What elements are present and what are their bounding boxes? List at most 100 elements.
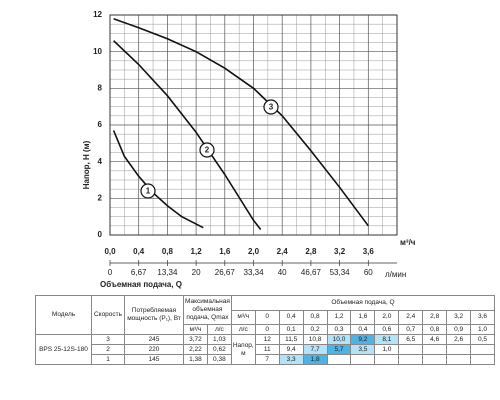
head-cell — [398, 344, 424, 355]
unit-cell: л/с — [230, 324, 256, 335]
curve-label-circle — [199, 142, 215, 158]
cell: 0,38 — [206, 354, 232, 365]
cell: 3,72 — [183, 334, 208, 345]
x-tick-label: 3,2 — [334, 247, 346, 256]
x2-unit: л/мин — [385, 270, 406, 279]
head-cell: 7 — [254, 354, 280, 365]
head-cell — [470, 344, 495, 355]
table-row: м³/ч л/с л/с 0 0,1 0,2 0,3 0,4 0,6 0,7 0,8 0,9 1,0 — [36, 324, 495, 335]
model-cell: BPS 25-12S-180 — [35, 334, 92, 365]
x-axis-label: Объемная подача, Q — [100, 280, 182, 289]
head-cell: 4,6 — [422, 334, 448, 345]
cell: 220 — [124, 344, 184, 355]
head-cell — [470, 354, 495, 365]
head-cell: 8,1 — [374, 334, 400, 345]
flow-cell: 3,6 — [470, 309, 495, 325]
curve-label: 2 — [205, 146, 210, 155]
curve-label: 3 — [269, 103, 274, 112]
head-cell: 11 — [254, 344, 280, 355]
y-tick-label: 12 — [93, 10, 102, 19]
flow-cell: 0,2 — [302, 324, 328, 335]
head-cell: 10,8 — [302, 334, 328, 345]
x-tick-label: 1,2 — [191, 247, 203, 256]
x2-tick-label: 40 — [278, 268, 287, 277]
y-tick-label: 2 — [98, 193, 103, 202]
chart: 0,0 0,4 0,8 1,2 1,6 2,0 2,4 2,8 3,2 3,60246810120… — [82, 10, 416, 289]
y-tick-label: 8 — [98, 83, 103, 92]
flow-cell: 1,2 — [326, 309, 352, 325]
header-cell: Потребляемая мощность (P₁), Вт — [124, 295, 184, 335]
cell: 245 — [124, 334, 184, 345]
head-cell: 10,0 — [326, 334, 352, 345]
x2-tick-label: 26,67 — [215, 268, 236, 277]
flow-cell: 1,0 — [470, 324, 495, 335]
x-tick-label: 0,0 — [104, 247, 116, 256]
head-cell — [422, 354, 448, 365]
head-cell: 1,8 — [302, 354, 328, 365]
header-cell: Объемная подача, Q — [230, 295, 496, 311]
curve — [112, 130, 204, 229]
head-cell: 5,7 — [326, 344, 352, 355]
x-unit: м³/ч — [400, 238, 416, 247]
flow-cell: 0 — [254, 324, 280, 335]
x2-tick-label: 60 — [364, 268, 373, 277]
y-tick-label: 10 — [93, 47, 102, 56]
head-cell: 3,3 — [278, 354, 304, 365]
unit-cell: л/с — [206, 324, 232, 335]
x2-tick-label: 13,34 — [157, 268, 178, 277]
head-cell: 2,6 — [446, 334, 472, 345]
cell: 1,03 — [206, 334, 232, 345]
head-cell — [398, 354, 424, 365]
y-tick-label: 4 — [98, 157, 103, 166]
flow-cell: 2,0 — [374, 309, 400, 325]
curve-label: 1 — [146, 187, 151, 196]
table-row: 2 220 2,22 0,62 11 9,4 7,7 5,7 3,5 1,0 — [36, 344, 495, 355]
x2-tick-label: 53,34 — [330, 268, 351, 277]
cell: 2 — [91, 344, 125, 355]
flow-cell: 2,4 — [398, 309, 424, 325]
flow-cell: 0,7 — [398, 324, 424, 335]
head-cell: 0,5 — [470, 334, 495, 345]
head-cell — [374, 354, 400, 365]
flow-cell: 1,6 — [350, 309, 376, 325]
x-tick-label: 2,8 — [305, 247, 317, 256]
head-cell: 11,5 — [278, 334, 304, 345]
x2-tick-label: 6,67 — [131, 268, 147, 277]
x-tick-label: 2,0 — [248, 247, 260, 256]
header-cell: Модель — [35, 295, 92, 335]
x-tick-label: 0,8 — [162, 247, 174, 256]
head-cell: 9,2 — [350, 334, 376, 345]
head-cell — [446, 344, 472, 355]
cell: 2,22 — [183, 344, 208, 355]
flow-cell: 3,2 — [446, 309, 472, 325]
flow-cell: 0,4 — [350, 324, 376, 335]
y-axis-label: Напор, H (м) — [82, 140, 91, 189]
table-row: 1 145 1,38 0,38 7 3,3 1,8 — [36, 354, 495, 365]
x-tick-label: 3,6 — [363, 247, 375, 256]
curve — [113, 40, 262, 230]
flow-cell: 0,8 — [302, 309, 328, 325]
cell: 1,38 — [183, 354, 208, 365]
x2-tick-label: 0 — [108, 268, 113, 277]
head-cell: 12 — [254, 334, 280, 345]
head-cell: 9,4 — [278, 344, 304, 355]
table-row: Модель Скорость Потребляемая мощность (P₁)… — [35, 295, 496, 335]
head-cell — [422, 344, 448, 355]
pump-table: Модель Скорость Потребляемая мощность (P₁)… — [35, 295, 496, 365]
x-tick-label: 1,6 — [219, 247, 231, 256]
flow-cell: 0,8 — [422, 324, 448, 335]
unit-cell: м³/ч — [230, 309, 256, 325]
flow-cell: 0,4 — [278, 309, 304, 325]
curve-label-circle — [263, 99, 279, 115]
flow-cell: 2,8 — [422, 309, 448, 325]
curve — [113, 17, 369, 227]
flow-cell: 0 — [254, 309, 280, 325]
flow-cell: 0,6 — [374, 324, 400, 335]
plot-frame — [109, 14, 398, 236]
cell: 1 — [91, 354, 125, 365]
curve-label-circle — [140, 183, 156, 199]
y-tick-label: 0 — [98, 230, 103, 239]
cell: 145 — [124, 354, 184, 365]
table-row: BPS 25-12S-180 3 245 3,72 1,03 Напор, м 12 11,5… — [35, 334, 495, 365]
